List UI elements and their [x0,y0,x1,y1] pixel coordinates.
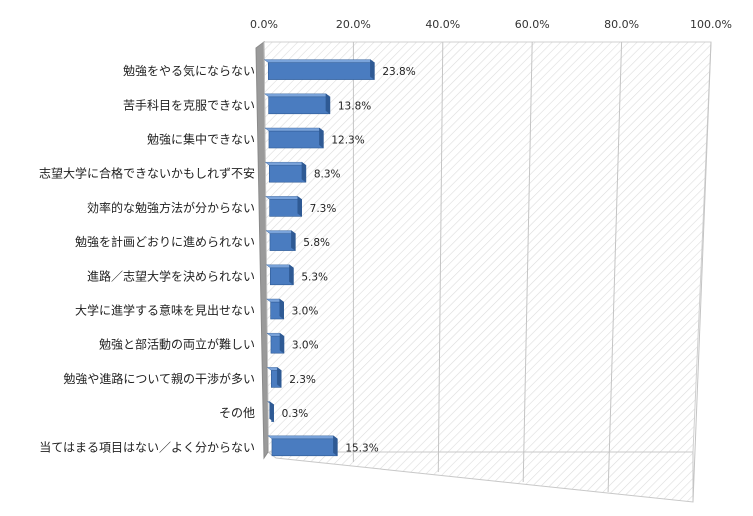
bar-side [279,332,285,354]
data-label: 3.0% [292,340,319,352]
data-label: 2.3% [289,374,316,386]
bar [268,96,331,115]
bar [271,438,338,457]
bar-top [264,93,331,97]
bar-top [264,127,324,132]
data-label: 7.3% [310,203,337,215]
bar-side [301,161,307,183]
gridlines [263,41,712,503]
data-label: 5.8% [303,237,330,249]
category-label: 苦手科目を克服できない [123,98,255,112]
data-label: 12.3% [331,135,364,147]
bar-side [370,59,375,80]
data-label: 23.8% [382,66,415,78]
bar-side [333,435,338,457]
data-label: 5.3% [301,271,328,283]
x-axis-tick-labels: 0.0% 20.0% 40.0% 60.0% 80.0% 100.0% [250,18,732,31]
bar-top [265,196,303,200]
category-label: 勉強に集中できない [147,132,255,147]
bar-top [264,162,307,166]
category-label: 志望大学に合格できないかもしれず不安 [39,166,255,181]
x-tick-label: 60.0% [515,18,550,31]
bar-top [263,59,375,63]
category-labels: 勉強をやる気にならない苦手科目を克服できない勉強に集中できない志望大学に合格でき… [39,63,255,454]
data-label: 3.0% [292,306,319,318]
x-tick-label: 40.0% [425,18,460,31]
floor [266,451,694,503]
data-label: 0.3% [282,408,309,420]
back-wall [263,41,712,453]
bar [267,62,375,80]
bar [268,130,324,149]
gridline [607,41,623,493]
bar-side [269,401,274,422]
bar-side [319,127,324,149]
bar [268,164,307,183]
category-label: 効率的な勉強方法が分からない [87,200,255,215]
bar-side [289,264,294,286]
bar-side [279,298,284,320]
category-label: 大学に進学する意味を見出せない [75,303,255,318]
category-label: 勉強をやる気にならない [123,63,255,78]
category-label: 勉強を計画どおりに進められない [75,234,255,249]
bar-top [267,435,338,439]
gridline [692,41,712,503]
data-label: 13.8% [338,100,371,112]
category-label: その他 [219,406,255,420]
bar-side [291,230,296,251]
gridline [522,41,533,483]
data-label: 8.3% [314,169,341,181]
x-tick-label: 100.0% [690,18,732,31]
bar-side [297,196,302,217]
category-label: 勉強と部活動の両立が難しい [99,337,255,352]
plot-walls [255,41,712,503]
x-tick-label: 80.0% [604,18,639,31]
category-label: 当てはまる項目はない／よく分からない [39,440,255,454]
x-tick-label: 20.0% [336,18,371,31]
bars [263,59,375,457]
category-label: 進路／志望大学を決められない [87,268,255,283]
gridline [263,41,269,453]
x-tick-label: 0.0% [250,18,278,31]
bar [269,199,302,217]
bar-side [276,367,282,388]
category-label: 勉強や進路について親の干渉が多い [63,371,255,386]
gridline [437,41,444,473]
bar-side [325,93,331,115]
data-label: 15.3% [345,442,378,454]
bar-top [265,230,296,234]
data-labels: 23.8% 13.8% 12.3% 8.3% 7.3% 5.8% 5.3% 3.0% 3.0% 2… [282,66,416,454]
